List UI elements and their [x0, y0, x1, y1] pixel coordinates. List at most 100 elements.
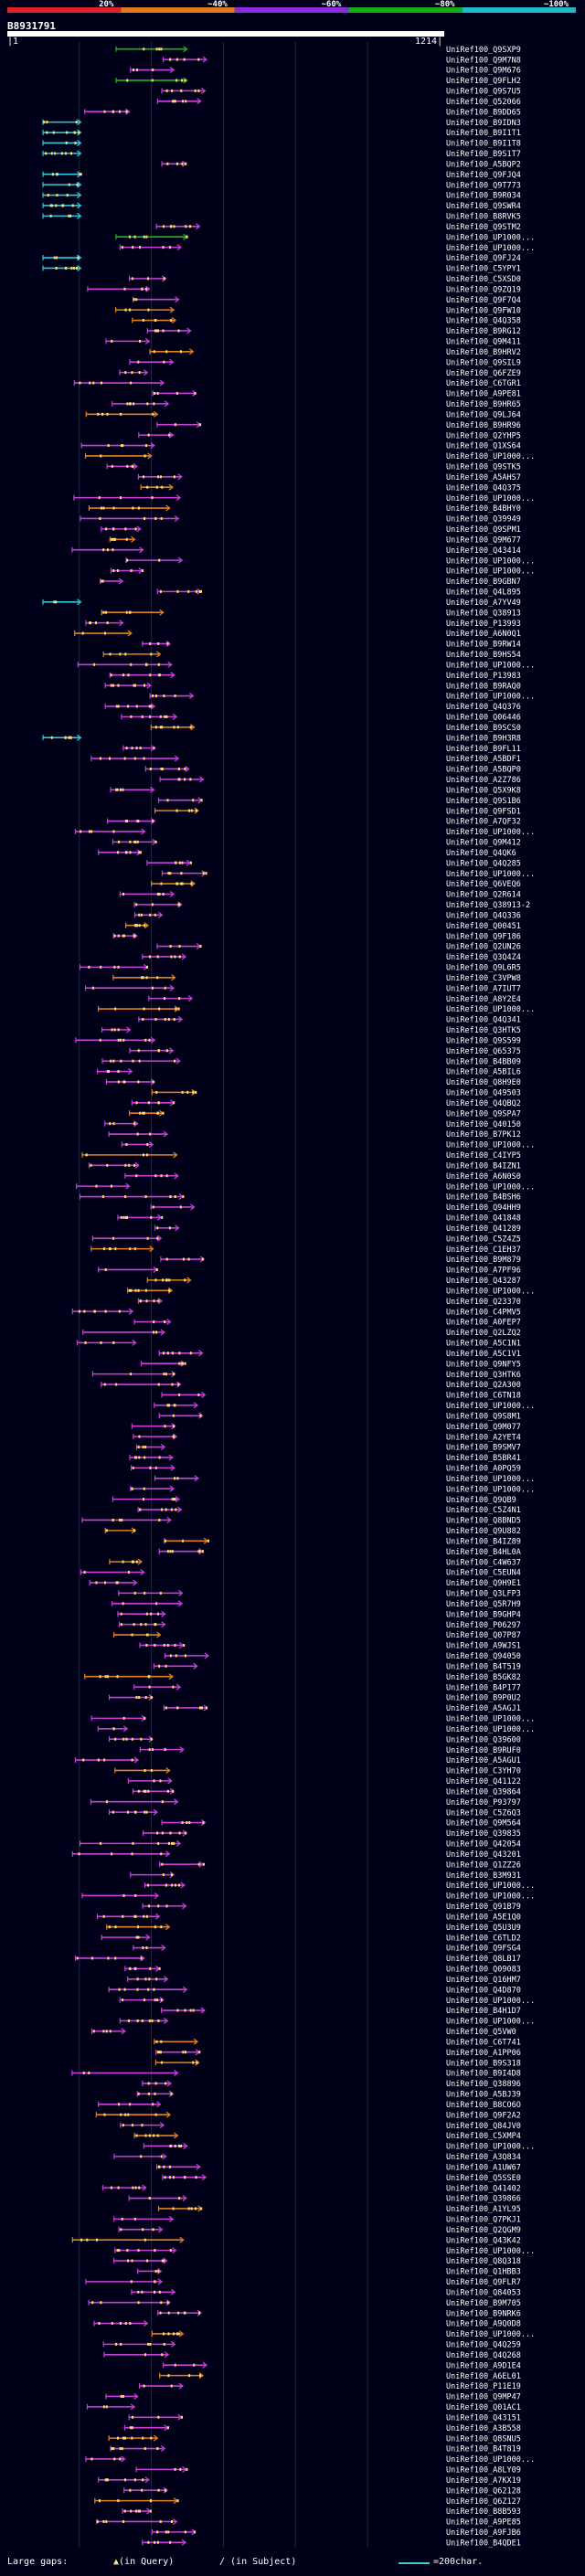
hit-label: UniRef100_B9DD65: [446, 108, 521, 117]
hit-row: UniRef100_B4IZN1: [88, 1161, 521, 1171]
gap-marker: [124, 2322, 127, 2326]
hit-row: UniRef100_UP1000...: [154, 1402, 535, 1411]
gap-marker: [153, 402, 155, 406]
gap-marker: [147, 2342, 150, 2346]
gap-marker: [189, 1352, 192, 1355]
hit-row: UniRef100_Q9S8M1: [158, 1412, 521, 1421]
gap-marker: [107, 444, 110, 448]
hit-end-arrow: [142, 2184, 147, 2191]
gap-marker: [174, 1883, 176, 1887]
gap-marker: [152, 1080, 154, 1084]
gap-marker: [156, 2447, 159, 2451]
gap-marker: [151, 986, 154, 990]
gap-marker: [154, 2092, 156, 2095]
hit-label: UniRef100_Q8SNU5: [446, 2434, 521, 2443]
hit-end-arrow: [183, 77, 188, 84]
gap-marker: [180, 89, 183, 92]
gap-marker: [126, 402, 129, 406]
hit-row: UniRef100_A0FEP7: [133, 1319, 521, 1328]
hit-end-arrow: [149, 1246, 154, 1253]
gap-marker: [161, 1215, 164, 1219]
gap-marker: [103, 110, 106, 113]
hit-end-arrow: [200, 2007, 206, 2014]
hit-end-arrow: [163, 2486, 168, 2494]
hit-end-arrow: [164, 2351, 170, 2359]
gap-marker: [156, 1226, 159, 1230]
gap-marker: [166, 799, 169, 802]
gap-marker: [135, 1101, 138, 1105]
gap-marker: [89, 381, 91, 385]
hit-label: UniRef100_Q9STK5: [446, 463, 521, 472]
hit-row: UniRef100_B9NRK6: [157, 2309, 521, 2318]
hit-row: UniRef100_B4BHY0: [88, 504, 521, 514]
gap-marker: [139, 1508, 142, 1511]
gap-marker: [152, 2103, 154, 2106]
gap-marker: [197, 58, 200, 61]
gap-marker: [111, 2447, 113, 2451]
gap-marker: [161, 767, 164, 770]
gap-marker: [179, 350, 182, 354]
gap-marker: [184, 2176, 186, 2179]
gap-marker: [112, 2447, 115, 2451]
gap-marker: [142, 1946, 144, 1950]
hit-end-arrow: [156, 2267, 163, 2274]
hit-row: UniRef100_UP1000...: [76, 1182, 535, 1192]
gap-marker: [144, 2353, 146, 2357]
hit-label: UniRef100_Q4Q259: [446, 2341, 521, 2350]
gap-marker: [172, 1685, 175, 1689]
gap-marker: [122, 892, 125, 896]
gap-marker: [126, 1215, 129, 1219]
gap-marker: [145, 1299, 148, 1303]
gap-marker: [176, 79, 178, 82]
gap-marker: [102, 1247, 105, 1251]
hit-label: UniRef100_B4BSH6: [446, 1193, 521, 1203]
gap-marker: [131, 1758, 133, 1762]
hit-row: UniRef100_A9Q0D8: [93, 2320, 521, 2329]
gap-marker: [116, 1581, 119, 1585]
hit-row: UniRef100_Q42054: [80, 1840, 521, 1850]
gap-marker: [143, 235, 145, 239]
hit-row: UniRef100_Q43201: [71, 1850, 521, 1860]
gap-marker: [179, 2467, 182, 2471]
gap-marker: [125, 110, 128, 113]
gap-marker: [187, 1257, 190, 1261]
gap-marker: [164, 1748, 166, 1752]
hit-row: UniRef100_UP1000...: [85, 2455, 535, 2465]
hit-row: UniRef100_Q1ZZ26: [159, 1860, 521, 1870]
gap-marker: [149, 767, 152, 770]
hit-row: UniRef100_Q5R7H9: [112, 1600, 521, 1609]
gap-marker: [181, 162, 184, 165]
gap-marker: [150, 2436, 153, 2440]
gap-marker: [104, 1267, 107, 1271]
hit-label: UniRef100_Q39866: [446, 2195, 521, 2204]
gap-marker: [141, 976, 144, 980]
hit-label: UniRef100_P13993: [446, 620, 521, 629]
gap-marker: [144, 1716, 146, 1720]
hit-label: UniRef100_Q91B79: [446, 1903, 521, 1912]
gap-marker: [168, 433, 171, 437]
gap-marker: [176, 809, 178, 812]
hit-end-arrow: [143, 2320, 149, 2327]
gap-marker: [127, 2259, 130, 2263]
hit-row: UniRef100_B8CO6O: [98, 2101, 521, 2110]
hit-end-arrow: [176, 1506, 183, 1513]
hit-end-arrow: [167, 1777, 173, 1785]
hit-end-arrow: [168, 358, 175, 366]
gap-marker: [64, 152, 67, 155]
gap-marker: [137, 1049, 140, 1053]
gap-marker: [143, 1111, 145, 1115]
hit-end-arrow: [201, 2174, 207, 2181]
gap-marker: [158, 558, 161, 562]
gap-marker: [114, 1737, 117, 1741]
gap-marker: [119, 1518, 122, 1521]
hit-label: UniRef100_C3YH70: [446, 1767, 521, 1776]
hit-label: UniRef100_Q9S1B6: [446, 797, 521, 806]
gap-marker: [136, 2019, 139, 2022]
hit-label: UniRef100_Q2R614: [446, 891, 521, 900]
gap-marker: [132, 1059, 134, 1063]
hit-row: UniRef100_A9WJS1: [139, 1642, 521, 1651]
gap-marker: [141, 2488, 144, 2492]
gap-marker: [148, 2134, 151, 2137]
gap-marker: [78, 131, 80, 134]
